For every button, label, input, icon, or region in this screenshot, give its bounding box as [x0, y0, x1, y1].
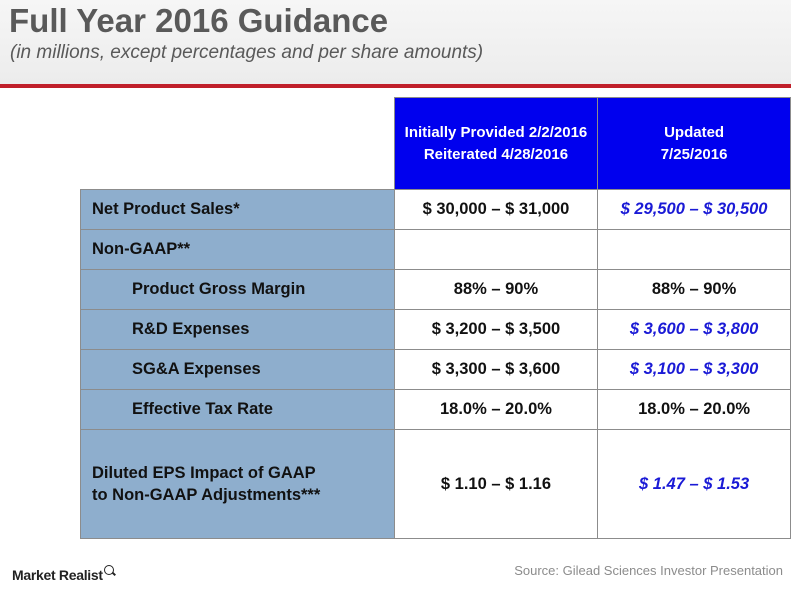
- guidance-table: Initially Provided 2/2/2016 Reiterated 4…: [80, 97, 791, 539]
- initial-value: $ 3,200 – $ 3,500: [393, 309, 599, 350]
- header-blank-cell: [80, 97, 395, 190]
- row-label: Diluted EPS Impact of GAAP to Non-GAAP A…: [80, 429, 395, 539]
- initial-value: 88% – 90%: [393, 269, 599, 310]
- updated-value: 18.0% – 20.0%: [597, 389, 791, 430]
- row-label: SG&A Expenses: [80, 349, 395, 390]
- row-label-line1: Diluted EPS Impact of GAAP: [92, 464, 316, 482]
- table-row-effective-tax-rate: Effective Tax Rate 18.0% – 20.0% 18.0% –…: [80, 389, 791, 430]
- initial-value: [393, 229, 599, 270]
- row-label: Effective Tax Rate: [80, 389, 395, 430]
- page-title: Full Year 2016 Guidance: [9, 2, 389, 39]
- updated-value: $ 1.47 – $ 1.53: [597, 429, 791, 539]
- column-header-initial-line1: Initially Provided 2/2/2016: [404, 123, 588, 141]
- column-header-initial: Initially Provided 2/2/2016 Reiterated 4…: [393, 97, 599, 190]
- column-header-updated-line1: Updated: [664, 123, 725, 141]
- header-divider: [0, 84, 791, 88]
- table-row-product-gross-margin: Product Gross Margin 88% – 90% 88% – 90%: [80, 269, 791, 310]
- table-row-rd-expenses: R&D Expenses $ 3,200 – $ 3,500 $ 3,600 –…: [80, 309, 791, 350]
- row-label: R&D Expenses: [80, 309, 395, 350]
- row-label: Net Product Sales*: [80, 189, 395, 230]
- initial-value: $ 1.10 – $ 1.16: [393, 429, 599, 539]
- market-realist-logo: Market Realist: [12, 565, 114, 583]
- page-subtitle: (in millions, except percentages and per…: [10, 42, 484, 63]
- slide-header: Full Year 2016 Guidance (in millions, ex…: [0, 0, 791, 84]
- initial-value: $ 30,000 – $ 31,000: [393, 189, 599, 230]
- table-row-non-gaap: Non-GAAP**: [80, 229, 791, 270]
- initial-value: $ 3,300 – $ 3,600: [393, 349, 599, 390]
- column-header-initial-line2: Reiterated 4/28/2016: [423, 145, 569, 163]
- updated-value: 88% – 90%: [597, 269, 791, 310]
- logo-text: Market Realist: [12, 567, 103, 583]
- source-note: Source: Gilead Sciences Investor Present…: [514, 563, 783, 578]
- updated-value: $ 3,600 – $ 3,800: [597, 309, 791, 350]
- table-row-diluted-eps: Diluted EPS Impact of GAAP to Non-GAAP A…: [80, 429, 791, 539]
- row-label: Product Gross Margin: [80, 269, 395, 310]
- row-label-line2: to Non-GAAP Adjustments***: [92, 486, 321, 504]
- table-row-net-product-sales: Net Product Sales* $ 30,000 – $ 31,000 $…: [80, 189, 791, 230]
- magnifier-icon: [103, 565, 114, 575]
- column-header-updated: Updated 7/25/2016: [597, 97, 791, 190]
- updated-value: [597, 229, 791, 270]
- column-header-updated-line2: 7/25/2016: [660, 145, 728, 163]
- updated-value: $ 3,100 – $ 3,300: [597, 349, 791, 390]
- table-header-row: Initially Provided 2/2/2016 Reiterated 4…: [80, 97, 791, 190]
- row-label: Non-GAAP**: [80, 229, 395, 270]
- initial-value: 18.0% – 20.0%: [393, 389, 599, 430]
- table-row-sga-expenses: SG&A Expenses $ 3,300 – $ 3,600 $ 3,100 …: [80, 349, 791, 390]
- updated-value: $ 29,500 – $ 30,500: [597, 189, 791, 230]
